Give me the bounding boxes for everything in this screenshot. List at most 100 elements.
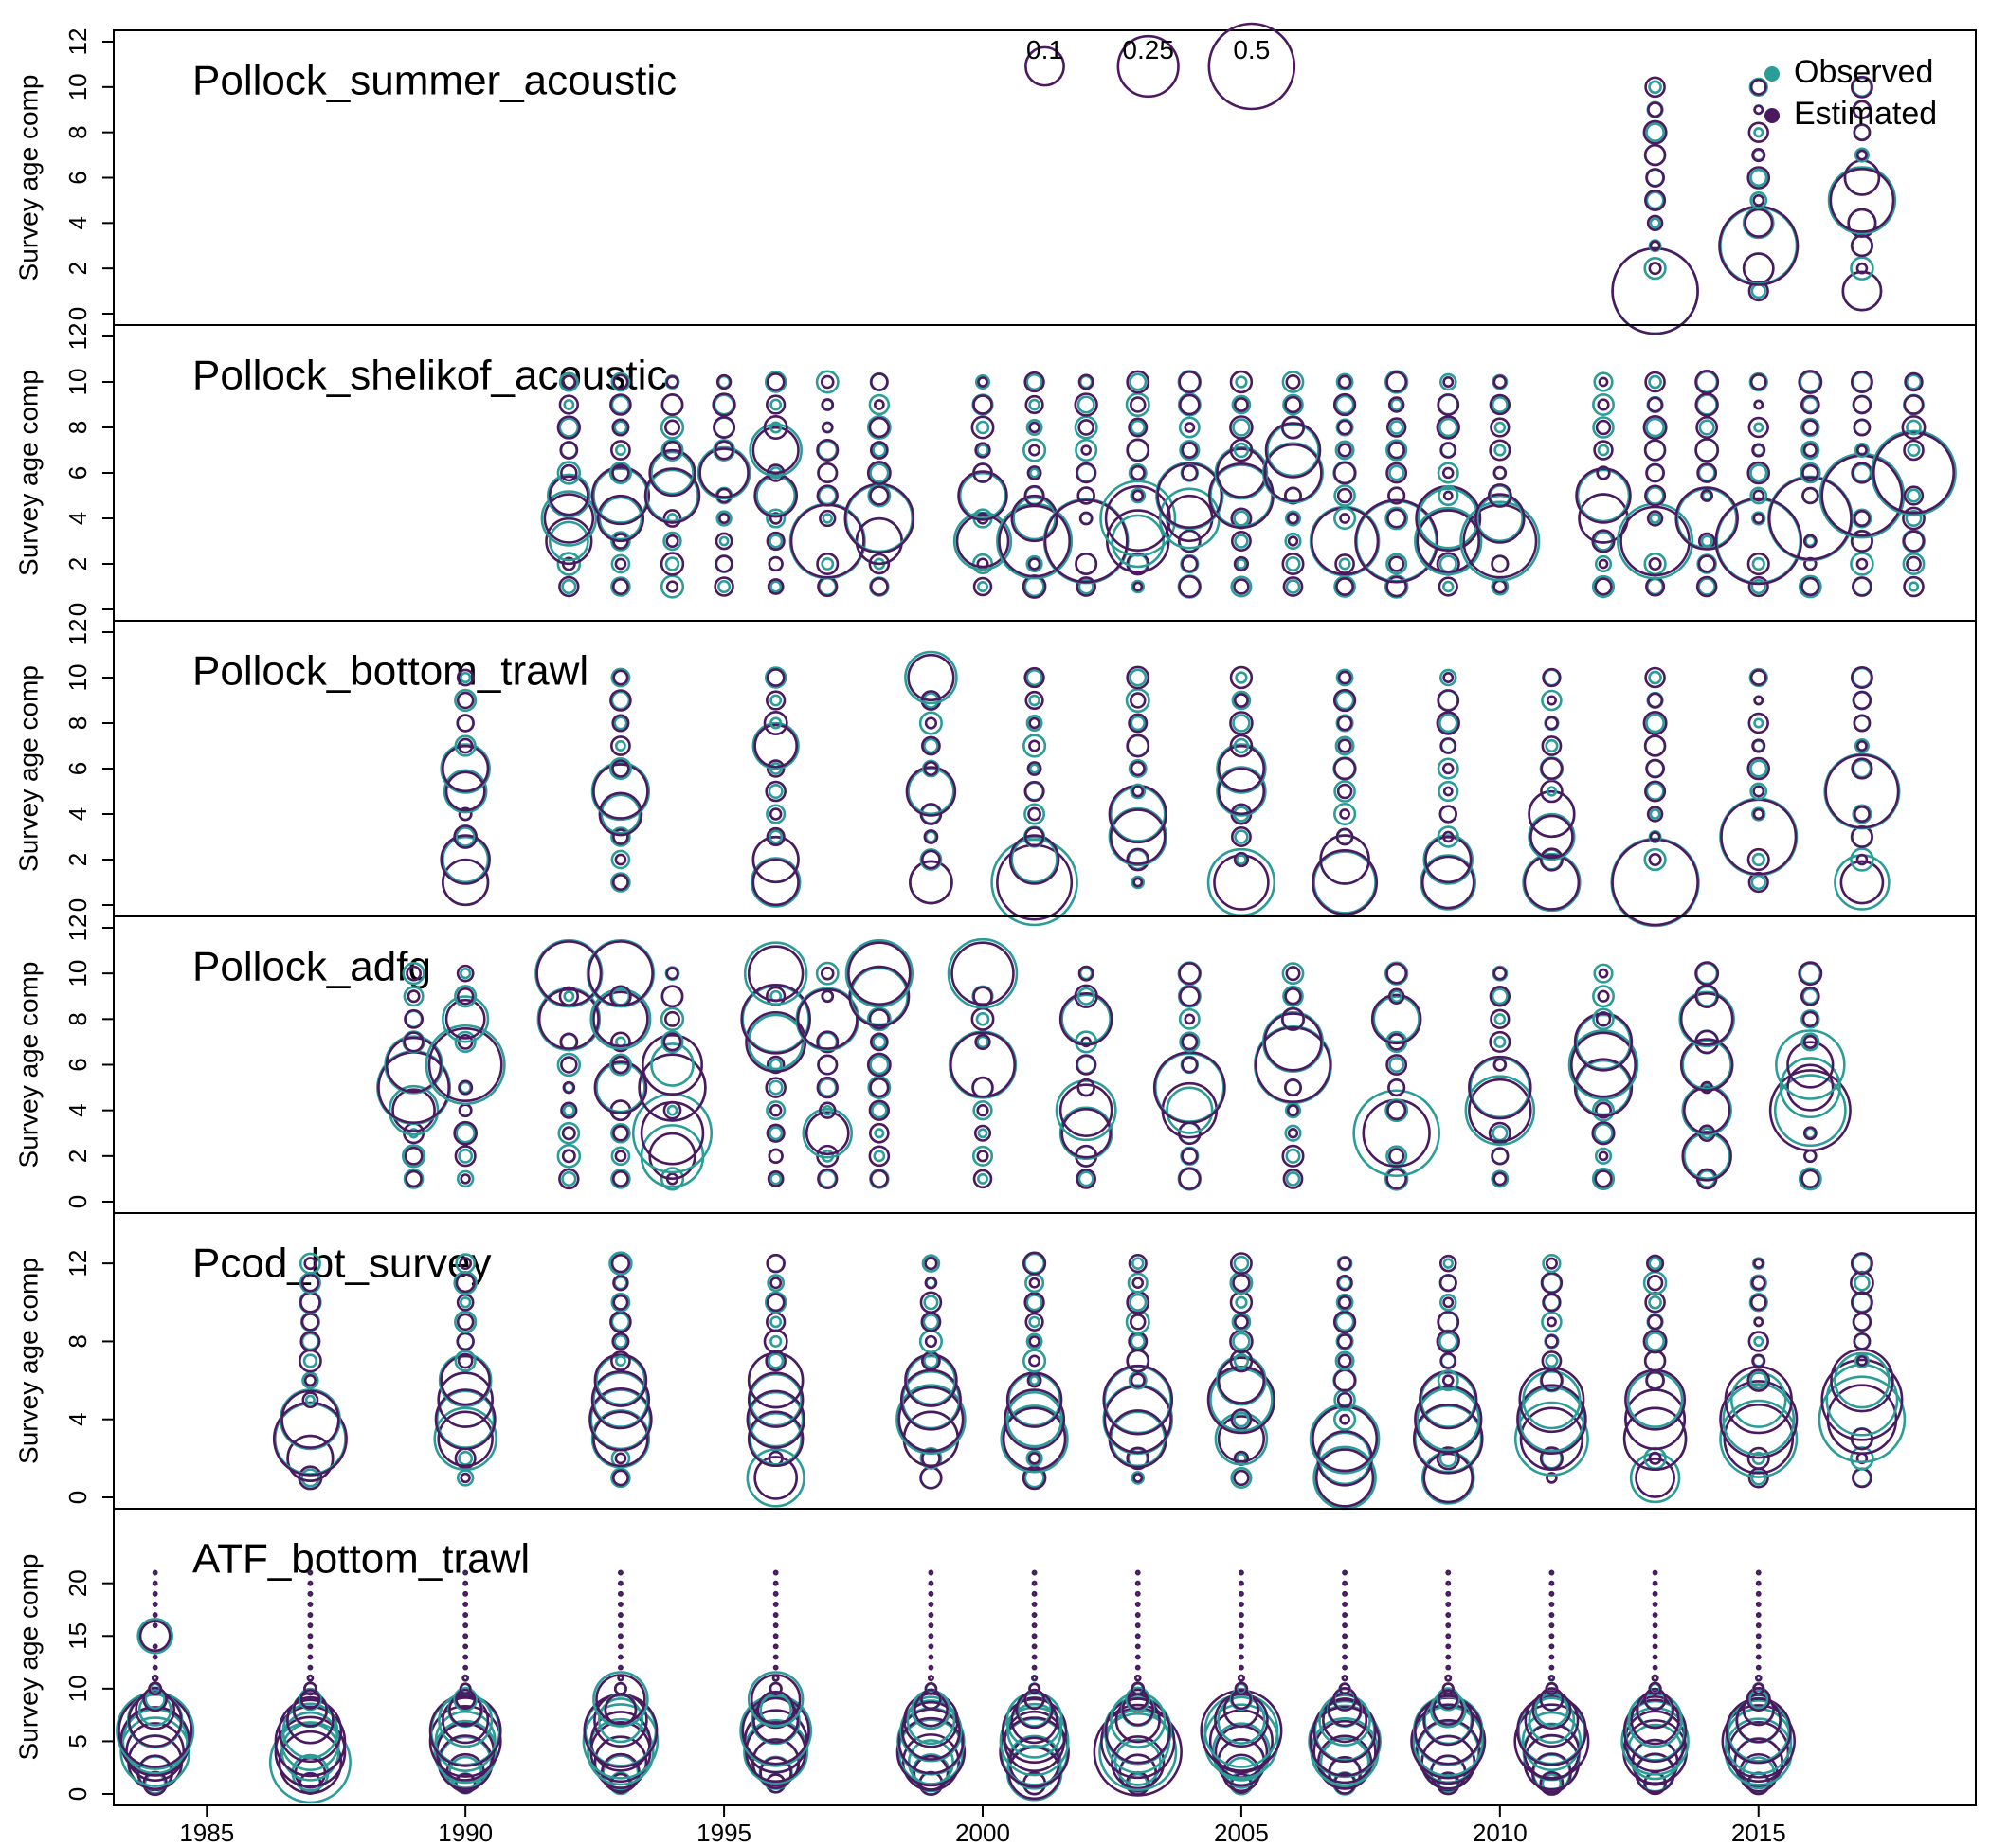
estimated-bubble xyxy=(1332,756,1357,781)
estimated-bubble xyxy=(442,744,490,793)
estimated-bubble xyxy=(272,1401,348,1477)
estimated-bubble xyxy=(765,780,787,803)
estimated-bubble xyxy=(590,465,651,526)
estimated-bubble xyxy=(307,1580,314,1586)
estimated-bubble xyxy=(307,1612,314,1618)
estimated-bubble xyxy=(1853,714,1872,733)
estimated-bubble xyxy=(1719,1380,1799,1459)
observed-bubble xyxy=(666,1104,678,1116)
estimated-bubble xyxy=(1031,1580,1038,1586)
estimated-bubble xyxy=(458,1103,473,1118)
estimated-bubble xyxy=(1075,552,1098,576)
estimated-bubble xyxy=(715,373,733,390)
estimated-bubble xyxy=(1647,101,1664,118)
estimated-bubble xyxy=(1028,1354,1041,1368)
estimated-bubble xyxy=(1077,373,1094,390)
estimated-bubble xyxy=(1755,1590,1762,1597)
estimated-bubble xyxy=(1438,1274,1457,1293)
estimated-bubble xyxy=(1132,877,1144,888)
estimated-bubble xyxy=(1442,1296,1455,1309)
y-tick-label: 10 xyxy=(63,960,92,987)
observed-bubble xyxy=(614,740,626,752)
estimated-bubble xyxy=(1803,1149,1818,1164)
estimated-bubble xyxy=(766,394,787,415)
observed-bubble xyxy=(1545,738,1559,753)
observed-bubble xyxy=(1800,417,1820,438)
observed-bubble xyxy=(1645,122,1665,143)
estimated-bubble xyxy=(1545,1257,1558,1270)
estimated-bubble xyxy=(665,967,679,981)
observed-bubble xyxy=(561,1170,577,1187)
estimated-bubble xyxy=(1028,739,1041,752)
estimated-bubble xyxy=(1903,439,1925,462)
observed-bubble xyxy=(645,468,699,523)
size-legend-label: 0.25 xyxy=(1122,35,1174,64)
estimated-bubble xyxy=(456,1313,475,1332)
observed-bubble xyxy=(1697,463,1716,482)
estimated-bubble xyxy=(1800,1169,1820,1189)
observed-bubble xyxy=(1576,468,1631,523)
estimated-bubble xyxy=(442,858,490,907)
estimated-bubble xyxy=(1820,1358,1904,1441)
estimated-bubble xyxy=(462,1643,469,1650)
estimated-bubble xyxy=(772,1643,779,1650)
estimated-bubble xyxy=(1802,443,1818,458)
observed-bubble xyxy=(1130,487,1147,504)
y-tick-label: 4 xyxy=(63,1103,92,1116)
estimated-bubble xyxy=(1076,1169,1096,1189)
estimated-bubble xyxy=(976,1104,989,1117)
observed-bubble xyxy=(1178,1007,1201,1030)
estimated-bubble xyxy=(1853,806,1871,823)
estimated-bubble xyxy=(796,987,859,1050)
observed-bubble xyxy=(1749,486,1768,505)
estimated-bubble xyxy=(819,1101,837,1119)
estimated-bubble xyxy=(1126,665,1150,690)
estimated-bubble xyxy=(1332,1310,1357,1334)
observed-bubble xyxy=(1906,419,1922,436)
estimated-bubble xyxy=(1750,1275,1766,1291)
observed-bubble xyxy=(1022,734,1047,758)
estimated-bubble xyxy=(1335,827,1354,846)
estimated-bubble xyxy=(1541,735,1563,756)
observed-bubble xyxy=(769,398,783,411)
estimated-bubble xyxy=(455,1772,477,1794)
estimated-bubble xyxy=(1644,666,1666,689)
estimated-bubble xyxy=(1744,208,1774,238)
estimated-bubble xyxy=(558,394,580,415)
observed-bubble xyxy=(1751,806,1766,822)
estimated-bubble xyxy=(1410,1703,1487,1780)
estimated-bubble xyxy=(1843,159,1881,196)
estimated-bubble xyxy=(868,1099,891,1121)
estimated-bubble xyxy=(1594,1101,1613,1119)
estimated-bubble xyxy=(612,1124,629,1142)
observed-bubble xyxy=(768,1352,785,1369)
observed-bubble xyxy=(1492,1125,1509,1142)
panel-title: Pollock_bottom_trawl xyxy=(192,648,588,695)
observed-bubble xyxy=(556,552,582,576)
observed-bubble xyxy=(906,1695,956,1745)
estimated-bubble xyxy=(928,1569,934,1576)
observed-bubble xyxy=(436,1389,496,1449)
estimated-bubble xyxy=(1028,421,1040,434)
observed-bubble xyxy=(1012,496,1057,541)
y-axis-title: Survey age comp xyxy=(13,370,43,576)
observed-bubble xyxy=(1438,417,1458,438)
observed-bubble xyxy=(1333,802,1357,826)
estimated-bubble xyxy=(715,532,733,551)
estimated-bubble xyxy=(1746,1686,1771,1712)
observed-bubble xyxy=(971,1145,994,1167)
estimated-bubble xyxy=(1237,1674,1245,1682)
observed-bubble xyxy=(922,759,940,778)
estimated-bubble xyxy=(1332,461,1357,485)
estimated-bubble xyxy=(1853,510,1871,527)
estimated-bubble xyxy=(1126,438,1150,462)
estimated-bubble xyxy=(1075,1054,1097,1076)
observed-bubble xyxy=(1318,1694,1371,1747)
observed-bubble xyxy=(1130,419,1146,436)
estimated-bubble xyxy=(1490,1008,1511,1029)
observed-bubble xyxy=(769,716,783,730)
estimated-bubble xyxy=(1746,1368,1771,1392)
estimated-bubble xyxy=(660,985,684,1008)
estimated-bubble xyxy=(1746,1446,1770,1470)
observed-bubble xyxy=(1058,1106,1113,1161)
